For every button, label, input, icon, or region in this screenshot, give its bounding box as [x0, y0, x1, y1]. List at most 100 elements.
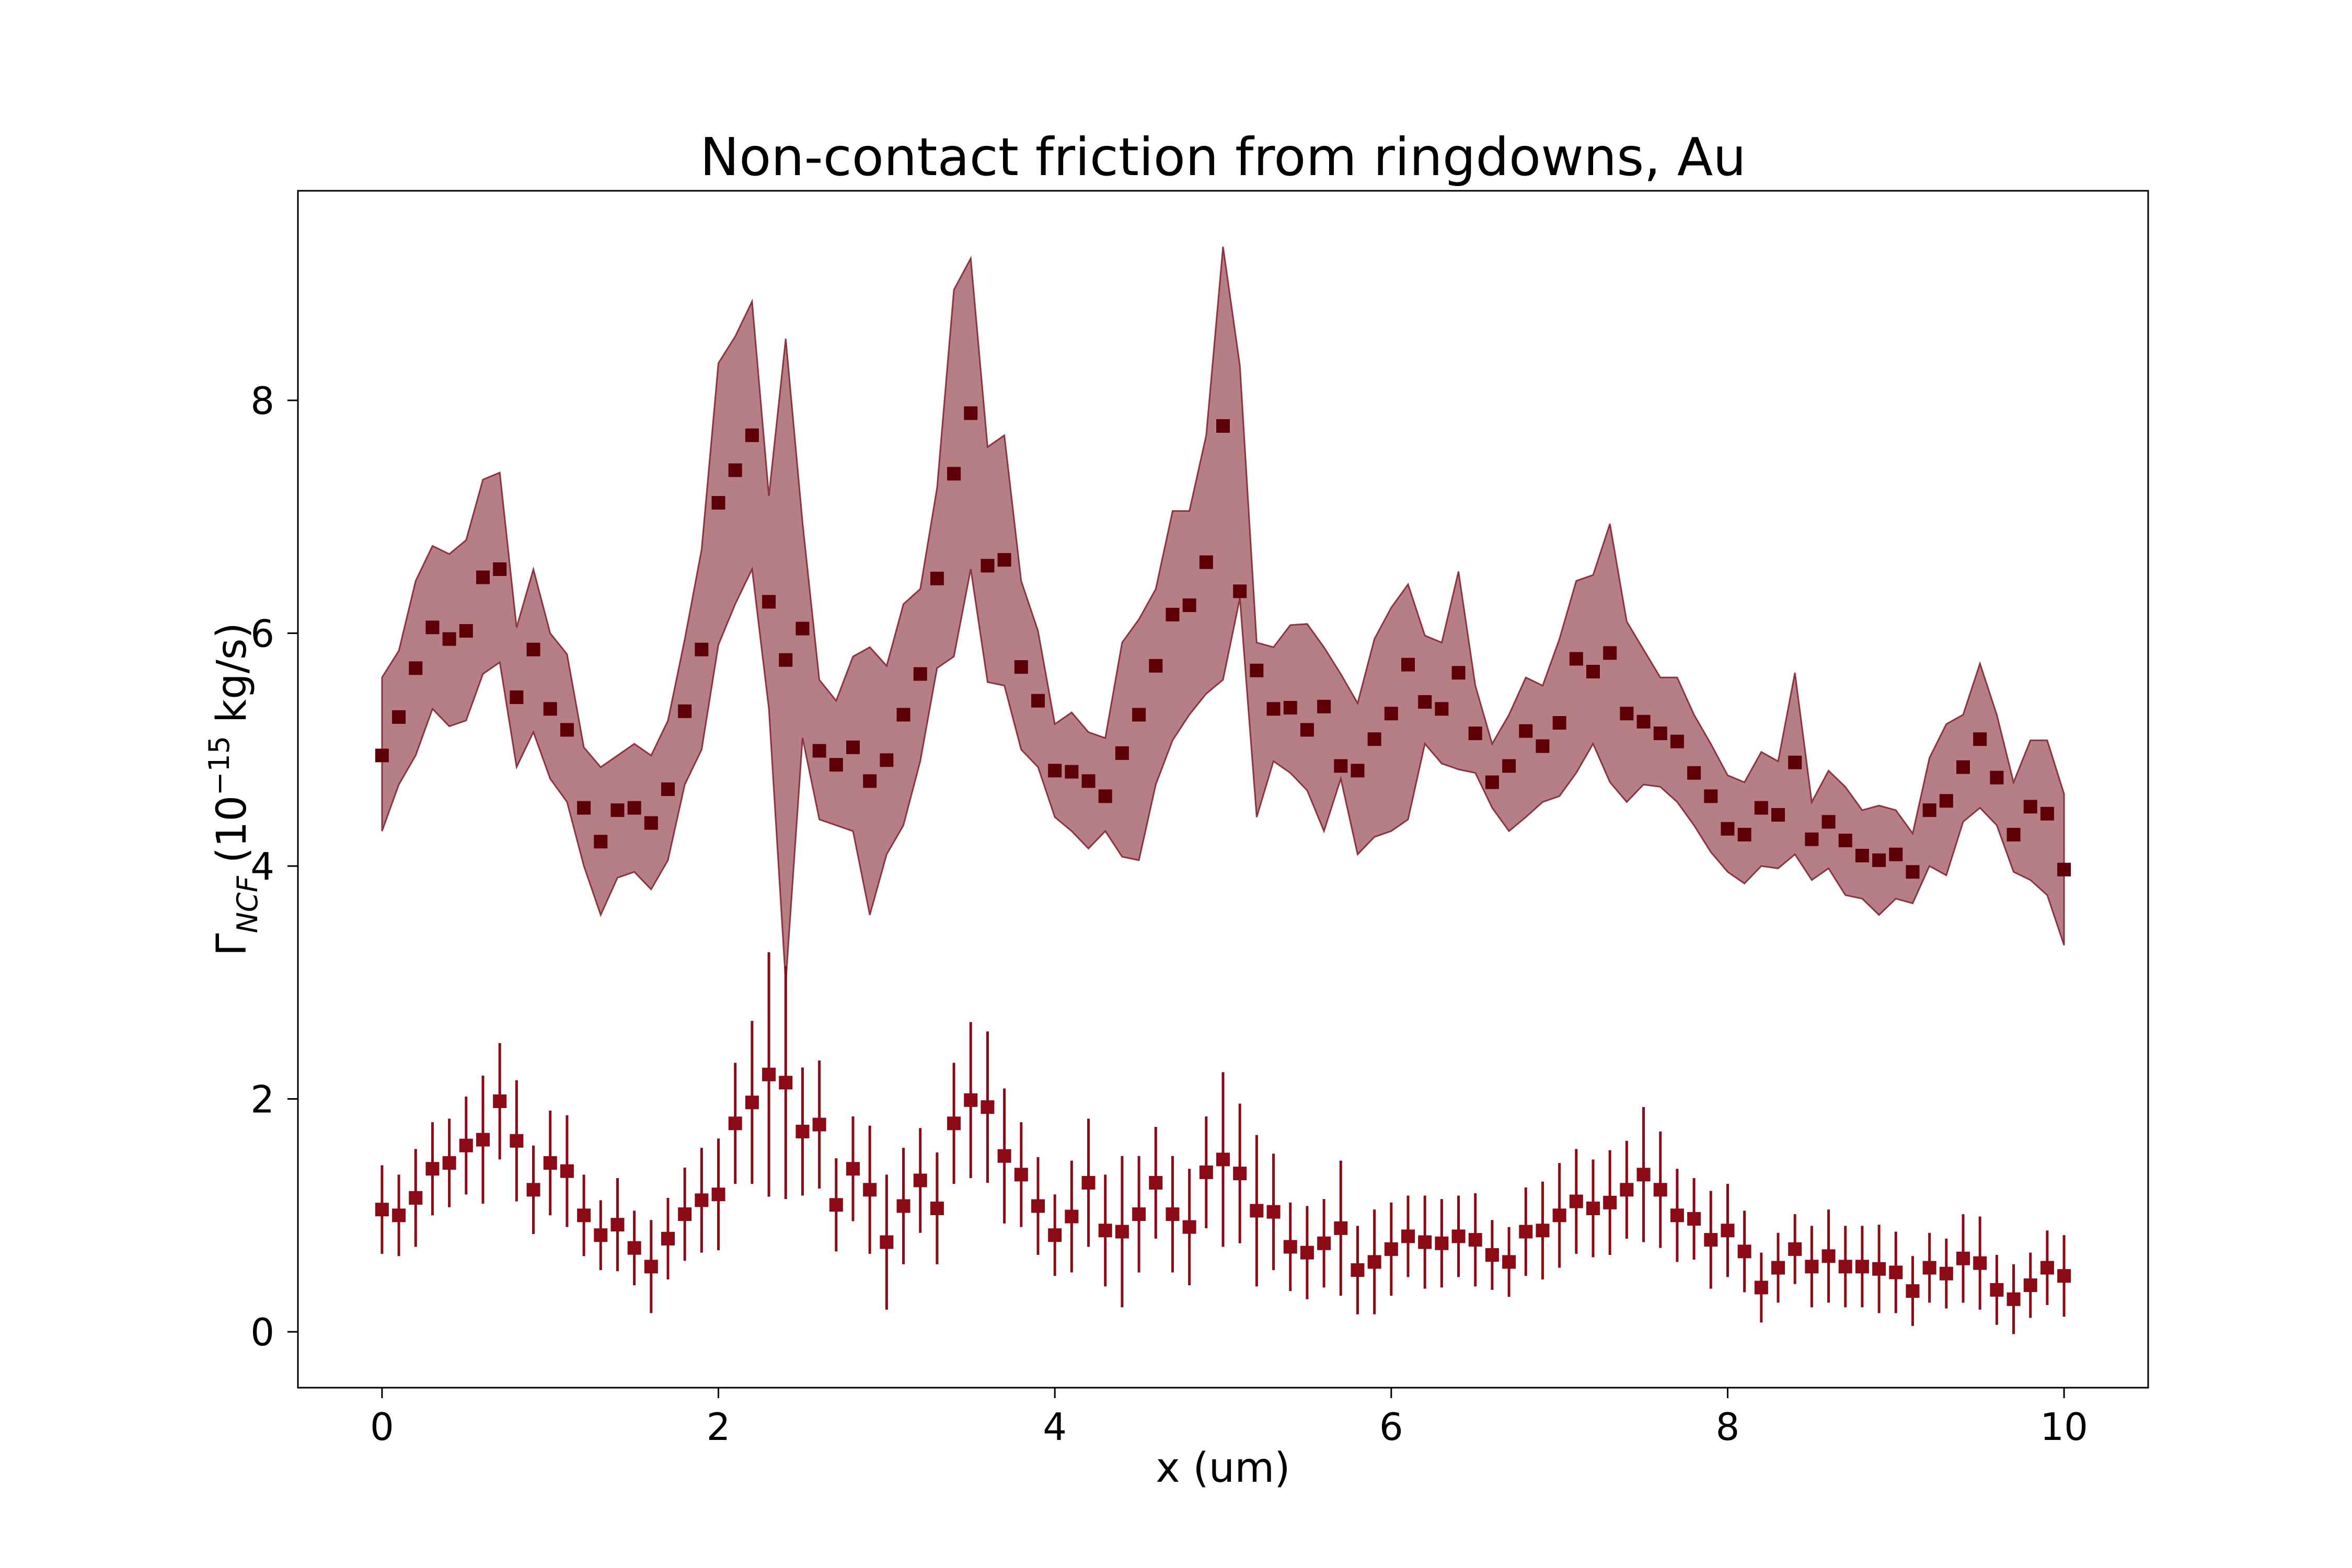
y-axis-label: ΓNCF (10−15 kg/s)	[203, 622, 264, 956]
series-1-point	[964, 406, 978, 420]
series-1-point	[947, 467, 961, 481]
series-2-point	[2007, 1292, 2021, 1306]
series-2-point	[947, 1116, 961, 1131]
plot-area-frame	[297, 190, 2149, 1389]
series-2-point	[1990, 1283, 2004, 1297]
series-1-point	[610, 803, 625, 817]
series-2-point	[526, 1183, 540, 1197]
series-1-point	[896, 708, 910, 722]
series-1-point	[510, 690, 524, 705]
series-2-point	[392, 1208, 406, 1223]
series-2-point	[442, 1156, 456, 1170]
series-1-point	[1502, 759, 1516, 773]
series-1-point	[1132, 708, 1146, 722]
series-2-point	[1704, 1233, 1718, 1247]
series-2-point	[510, 1134, 524, 1148]
series-2-point	[476, 1133, 490, 1147]
series-1-point	[1300, 723, 1314, 737]
series-1-point	[1418, 695, 1432, 709]
y-tick-label: 8	[250, 379, 274, 423]
series-1-point	[829, 758, 843, 772]
series-1-point	[1519, 724, 1533, 738]
series-1-confidence-band	[381, 246, 2065, 983]
series-2-point	[1805, 1260, 1819, 1274]
series-2-point	[981, 1100, 995, 1114]
series-1-point	[1990, 770, 2004, 785]
series-2-point	[1838, 1260, 1852, 1274]
series-1-point	[880, 753, 894, 767]
series-2-point	[425, 1162, 440, 1176]
x-tick-label: 8	[1716, 1405, 1740, 1449]
series-1-point	[1855, 848, 1869, 862]
series-1-point	[981, 559, 995, 573]
series-1-point	[1922, 803, 1936, 817]
series-2-point	[1266, 1205, 1281, 1219]
series-2-point	[1737, 1244, 1751, 1259]
series-2-point	[1401, 1229, 1415, 1243]
series-2-point	[678, 1207, 692, 1221]
series-2-point	[610, 1218, 625, 1232]
chart-title: Non-contact friction from ringdowns, Au	[700, 126, 1746, 188]
series-1-point	[661, 782, 675, 796]
series-1-point	[1435, 702, 1449, 716]
x-tick-label: 10	[2040, 1405, 2088, 1449]
series-1-point	[711, 496, 725, 510]
series-1-point	[1216, 419, 1230, 433]
series-1-point	[627, 801, 641, 815]
series-2-point	[627, 1241, 641, 1255]
series-2-point	[459, 1138, 473, 1152]
series-1-point	[1821, 815, 1836, 829]
series-1-point	[375, 748, 389, 763]
series-1-point	[1367, 732, 1381, 746]
series-2-point	[812, 1117, 826, 1132]
series-2-point	[1939, 1266, 1953, 1281]
series-1-point	[779, 653, 793, 667]
series-1-point	[846, 740, 860, 754]
series-2-point	[896, 1199, 910, 1213]
series-1-point	[1351, 764, 1365, 778]
series-1-point	[2040, 806, 2054, 821]
series-1-point	[459, 624, 473, 638]
series-2-point	[1250, 1204, 1264, 1218]
series-1-point	[493, 562, 507, 576]
series-2-point	[1956, 1251, 1970, 1265]
series-2-point	[695, 1193, 709, 1207]
series-1-point	[409, 661, 423, 675]
series-1-point	[543, 702, 557, 716]
series-2-point	[1334, 1221, 1348, 1235]
series-1-point	[1317, 699, 1331, 713]
series-1-point	[1771, 808, 1785, 822]
series-2-point	[1536, 1224, 1550, 1238]
series-1-point	[425, 620, 440, 635]
series-2-point	[1300, 1246, 1314, 1260]
series-1-point	[1149, 659, 1163, 673]
series-2-point	[880, 1235, 894, 1249]
series-1-point	[795, 621, 810, 636]
series-2-point	[1586, 1201, 1600, 1215]
series-1-point	[2007, 827, 2021, 841]
series-1-point	[1973, 732, 1987, 746]
series-1-point	[1569, 652, 1583, 666]
series-1-point	[1166, 607, 1180, 621]
series-1-point	[1805, 832, 1819, 846]
marker-layer	[375, 406, 2071, 1306]
series-1-point	[1956, 760, 1970, 774]
series-1-point	[1586, 665, 1600, 679]
series-1-point	[1283, 701, 1297, 715]
series-2-point	[1670, 1208, 1684, 1223]
series-2-point	[543, 1156, 557, 1170]
x-tick-label: 4	[1043, 1405, 1067, 1449]
series-2-point	[1233, 1167, 1247, 1181]
series-1-point	[863, 774, 877, 788]
series-2-point	[997, 1149, 1011, 1163]
series-2-point	[1973, 1256, 1987, 1270]
series-2-point	[846, 1162, 860, 1176]
axis-tick-layer: 0 2 4 6 8 10 0 2 4 6 8	[250, 379, 2088, 1449]
series-2-point	[1872, 1262, 1886, 1276]
series-1-point	[1939, 794, 1953, 808]
series-1-point	[1485, 775, 1499, 789]
series-1-point	[728, 463, 742, 477]
series-1-point	[1233, 584, 1247, 598]
x-axis-label: x (um)	[1156, 1445, 1290, 1492]
